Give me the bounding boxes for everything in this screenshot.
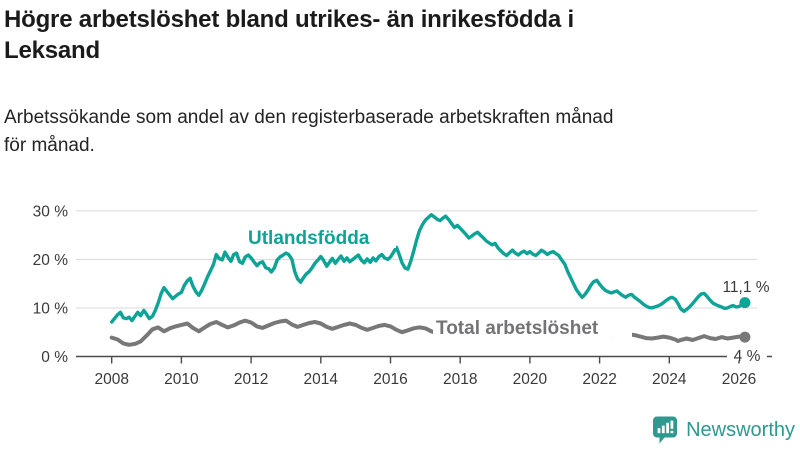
y-tick-label-30: 30 % — [33, 203, 69, 220]
page-subtitle: Arbetssökande som andel av den registerb… — [4, 107, 614, 157]
x-tick-label-2012: 2012 — [234, 371, 268, 388]
series-lines — [109, 212, 751, 347]
x-tick-label-2008: 2008 — [94, 371, 128, 388]
unemployment-line-chart: 2008 2010 2012 2014 2016 2018 2020 2022 2024 2026… — [33, 203, 772, 388]
x-tick-labels: 2008 2010 2012 2014 2016 2018 2020 2022 2024 2026 — [94, 371, 756, 388]
x-tick-label-2024: 2024 — [652, 371, 687, 388]
series-label-utlandsfodda: Utlandsfödda — [246, 227, 396, 249]
x-tick-label-2026: 2026 — [722, 371, 756, 388]
x-tick-label-2020: 2020 — [513, 371, 548, 388]
newsworthy-wordmark: Newsworthy — [686, 418, 795, 441]
end-dot-utlandsfodda — [739, 297, 751, 309]
page-title: Högre arbetslöshet bland utrikes- än inr… — [4, 6, 574, 65]
end-value-label-total-text: 4 % — [734, 348, 761, 365]
newsworthy-bubble-icon — [653, 416, 678, 444]
y-tick-labels: 0 % 10 % 20 % 30 % — [33, 203, 69, 366]
series-line-utlandsfodda — [109, 212, 747, 324]
y-tick-label-10: 10 % — [33, 300, 69, 317]
series-line-total — [109, 318, 747, 347]
x-tick-label-2018: 2018 — [443, 371, 477, 388]
x-axis — [76, 355, 772, 364]
y-tick-label-20: 20 % — [33, 252, 69, 269]
y-tick-label-0: 0 % — [41, 349, 68, 366]
series-label-total: Total arbetslöshet — [433, 317, 632, 339]
x-tick-label-2022: 2022 — [582, 371, 616, 388]
series-label-total-text: Total arbetslöshet — [436, 318, 599, 339]
x-tick-label-2014: 2014 — [304, 371, 339, 388]
end-dot-total — [739, 331, 751, 343]
newsworthy-logo[interactable]: Newsworthy — [652, 416, 795, 444]
gridlines — [76, 210, 757, 309]
end-value-label-utlandsfodda: 11,1 % — [722, 279, 769, 296]
x-tick-label-2010: 2010 — [164, 371, 199, 388]
series-label-utlandsfodda-text: Utlandsfödda — [248, 228, 370, 249]
x-tick-label-2016: 2016 — [373, 371, 407, 388]
end-value-label-total: 4 % — [727, 346, 767, 365]
